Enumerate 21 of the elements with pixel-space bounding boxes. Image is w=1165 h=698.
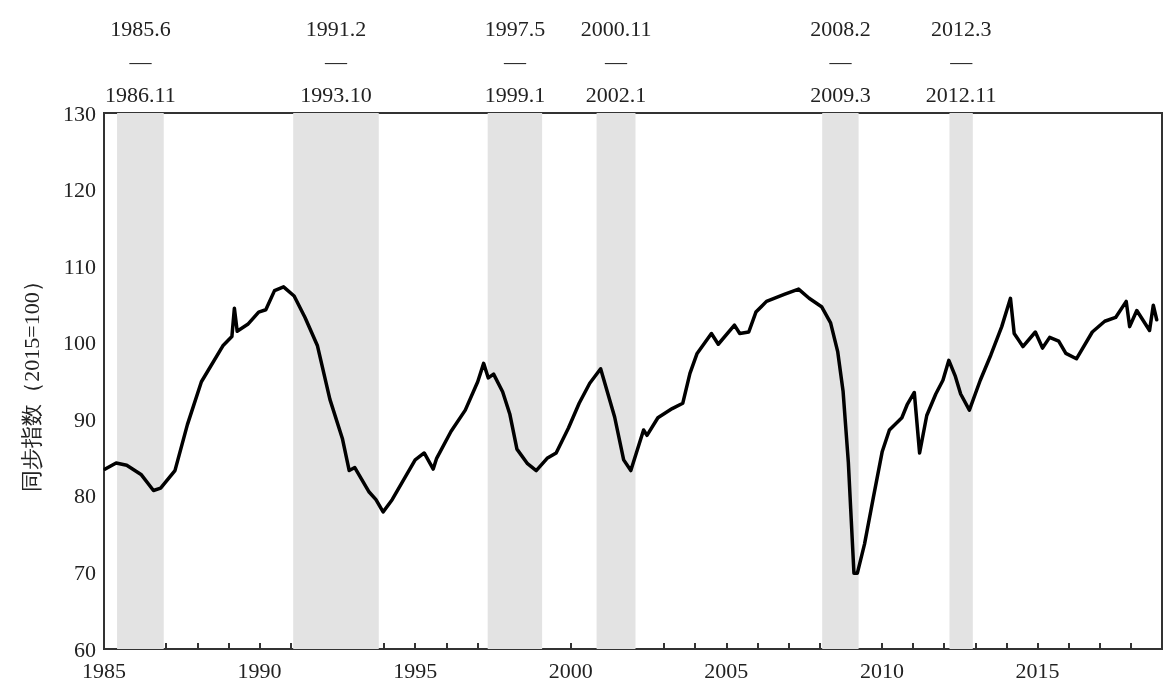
y-tick-label: 110	[63, 253, 96, 279]
x-tick-label: 2000	[548, 657, 593, 683]
band-label: 2012.3 — 2012.11	[925, 16, 997, 107]
y-tick-label: 100	[63, 330, 96, 356]
band-label: 1985.6 — 1986.11	[105, 16, 176, 107]
band-label: 2008.2 — 2009.3	[810, 16, 871, 107]
x-tick-label: 2005	[704, 657, 749, 683]
band-label: 1991.2 — 1993.10	[300, 16, 372, 107]
x-tick-label: 2015	[1015, 657, 1060, 683]
y-tick-label: 130	[63, 100, 96, 126]
y-tick-label: 70	[74, 559, 96, 585]
band-label: 1997.5 — 1999.1	[484, 16, 546, 107]
line-series	[103, 285, 1159, 575]
y-tick-label: 90	[74, 406, 96, 432]
y-axis-title: 同步指数（2015=100）	[18, 270, 44, 492]
x-tick-label: 2010	[859, 657, 904, 683]
y-tick-label: 80	[74, 483, 96, 509]
band-label: 2000.11 — 2002.1	[580, 16, 652, 107]
y-tick-label: 120	[63, 177, 96, 203]
x-tick-label: 1995	[393, 657, 438, 683]
x-tick-label: 1990	[237, 657, 282, 683]
